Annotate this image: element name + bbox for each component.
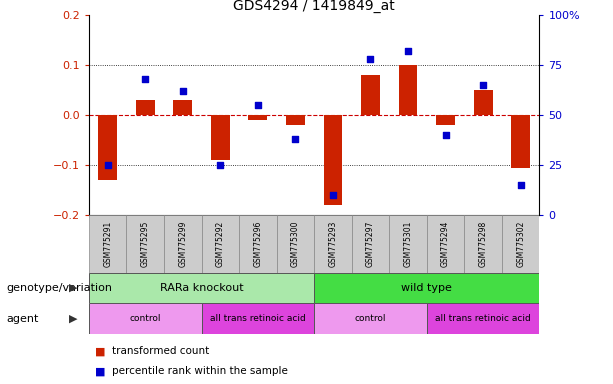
Point <box>516 182 525 188</box>
Bar <box>352 215 389 273</box>
Point <box>365 56 375 62</box>
Text: ▶: ▶ <box>69 283 78 293</box>
Bar <box>427 215 465 273</box>
Bar <box>286 115 305 125</box>
Bar <box>474 90 492 115</box>
Point <box>103 162 113 168</box>
Bar <box>89 215 126 273</box>
Text: transformed count: transformed count <box>112 346 210 356</box>
Bar <box>427 303 539 334</box>
Bar <box>173 100 192 115</box>
Text: GSM775294: GSM775294 <box>441 221 450 267</box>
Text: GSM775291: GSM775291 <box>103 221 112 267</box>
Bar <box>89 273 314 303</box>
Text: GSM775293: GSM775293 <box>329 221 337 267</box>
Text: GSM775302: GSM775302 <box>516 221 525 267</box>
Point <box>253 102 263 108</box>
Text: GSM775296: GSM775296 <box>253 221 262 267</box>
Bar <box>276 215 314 273</box>
Title: GDS4294 / 1419849_at: GDS4294 / 1419849_at <box>234 0 395 13</box>
Text: GSM775301: GSM775301 <box>403 221 413 267</box>
Point <box>478 82 488 88</box>
Bar <box>502 215 539 273</box>
Point <box>403 48 413 55</box>
Bar <box>248 115 267 120</box>
Text: GSM775299: GSM775299 <box>178 221 187 267</box>
Bar <box>136 100 154 115</box>
Bar <box>436 115 455 125</box>
Text: control: control <box>129 314 161 323</box>
Bar <box>324 115 342 205</box>
Point <box>441 132 451 138</box>
Text: genotype/variation: genotype/variation <box>6 283 112 293</box>
Bar <box>314 273 539 303</box>
Text: GSM775295: GSM775295 <box>141 221 150 267</box>
Text: all trans retinoic acid: all trans retinoic acid <box>435 314 531 323</box>
Bar <box>98 115 117 180</box>
Text: GSM775292: GSM775292 <box>216 221 225 267</box>
Bar <box>126 215 164 273</box>
Point <box>328 192 338 198</box>
Bar <box>314 303 427 334</box>
Text: GSM775297: GSM775297 <box>366 221 375 267</box>
Point <box>140 76 150 82</box>
Text: ■: ■ <box>95 366 105 376</box>
Point <box>215 162 225 168</box>
Bar <box>239 215 276 273</box>
Point <box>178 88 188 94</box>
Bar <box>314 215 352 273</box>
Text: GSM775300: GSM775300 <box>291 220 300 267</box>
Bar <box>398 65 417 115</box>
Text: percentile rank within the sample: percentile rank within the sample <box>112 366 288 376</box>
Text: RARa knockout: RARa knockout <box>160 283 243 293</box>
Point <box>291 136 300 142</box>
Bar <box>89 303 202 334</box>
Text: ▶: ▶ <box>69 314 78 324</box>
Text: ■: ■ <box>95 346 105 356</box>
Bar <box>202 215 239 273</box>
Bar <box>511 115 530 167</box>
Bar <box>389 215 427 273</box>
Text: agent: agent <box>6 314 39 324</box>
Text: all trans retinoic acid: all trans retinoic acid <box>210 314 306 323</box>
Bar <box>465 215 502 273</box>
Text: wild type: wild type <box>402 283 452 293</box>
Bar <box>164 215 202 273</box>
Bar <box>361 75 380 115</box>
Text: control: control <box>355 314 386 323</box>
Bar <box>211 115 230 160</box>
Bar <box>202 303 314 334</box>
Text: GSM775298: GSM775298 <box>479 221 487 267</box>
